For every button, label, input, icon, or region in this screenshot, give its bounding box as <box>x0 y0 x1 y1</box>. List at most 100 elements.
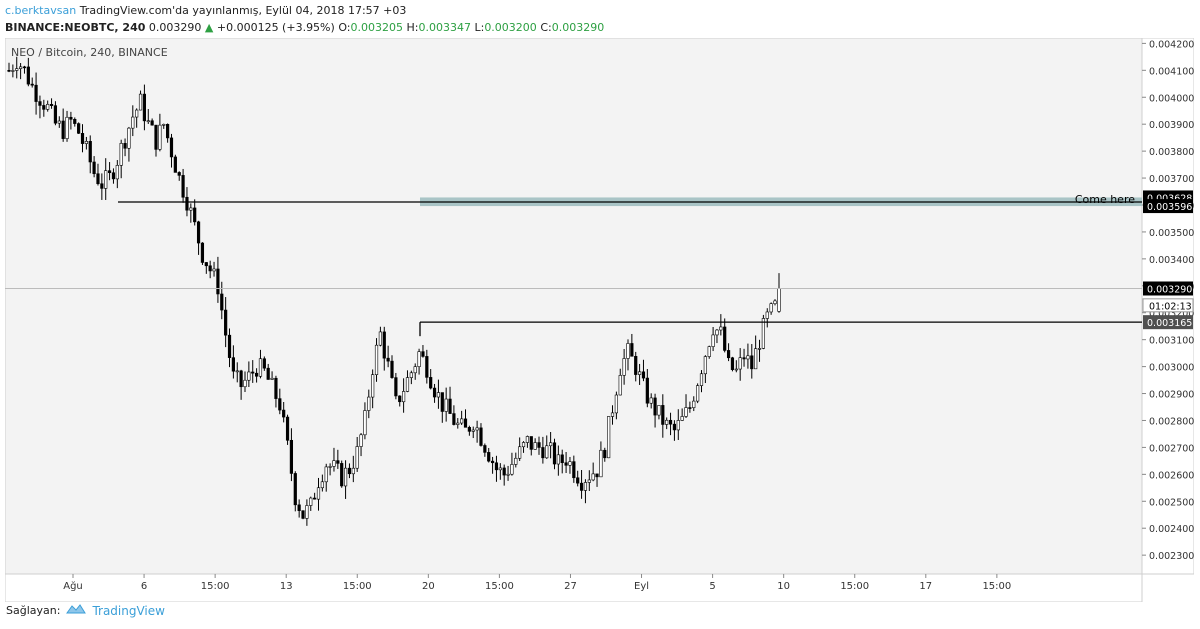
candle-body <box>564 462 568 466</box>
candle-body <box>726 350 731 359</box>
candle-body <box>610 412 615 417</box>
candle-body <box>26 66 30 85</box>
candle-body <box>684 407 688 417</box>
candle-body <box>196 221 201 244</box>
tradingview-brand-link[interactable]: TradingView <box>92 603 165 618</box>
candle-body <box>185 196 189 211</box>
lines-layer <box>5 201 1142 337</box>
candle-body <box>293 473 297 506</box>
candle-body <box>150 120 154 126</box>
candle-body <box>138 93 143 111</box>
candle-body <box>734 368 738 371</box>
zone-bottom-tag-label: 0.003596 <box>1147 202 1192 213</box>
candle-body <box>289 439 294 474</box>
candle-body <box>537 442 541 448</box>
candle-body <box>270 377 274 380</box>
candle-body <box>80 133 85 144</box>
candle-body <box>576 477 580 484</box>
candle-body <box>123 143 127 149</box>
author-link[interactable]: c.berktavsan <box>5 4 77 17</box>
candle-body <box>432 387 437 398</box>
chart-svg[interactable]: NEO / Bitcoin, 240, BINANCE 0.004200 0.00… <box>4 37 1195 603</box>
candle-body <box>224 309 228 336</box>
publish-info: c.berktavsan TradingView.com'da yayınlan… <box>5 4 406 17</box>
y-tick-label: 0.003500 <box>1149 228 1194 239</box>
candle-body <box>715 329 719 336</box>
chart-container[interactable]: NEO / Bitcoin, 240, BINANCE 0.004200 0.00… <box>4 37 1195 603</box>
resistance-tag <box>1143 315 1193 330</box>
candle-body <box>556 454 560 465</box>
last-price-tag <box>1143 281 1193 296</box>
annotation-come-here: Come here <box>1075 193 1135 206</box>
candle-body <box>42 105 46 110</box>
candle-body <box>583 482 588 491</box>
candle-body <box>251 371 255 374</box>
candle-body <box>719 326 723 331</box>
candle-body <box>107 170 112 174</box>
candle-body <box>212 268 216 272</box>
candle-body <box>181 175 185 198</box>
candle-body <box>19 66 23 69</box>
candle-body <box>703 356 707 375</box>
x-tick-label: 5 <box>709 581 715 592</box>
x-tick-label: 10 <box>777 581 790 592</box>
candle-body <box>189 207 193 211</box>
candle-body <box>254 372 259 377</box>
candle-body <box>730 357 735 370</box>
candle-body <box>320 481 324 489</box>
candle-body <box>316 487 321 500</box>
candle-body <box>216 268 220 295</box>
x-tick-label: 6 <box>141 581 147 592</box>
x-tick-label: 15:00 <box>343 581 372 592</box>
candle-body <box>750 355 754 370</box>
candle-body <box>119 143 123 166</box>
x-tick-label: 15:00 <box>982 581 1011 592</box>
candle-body <box>688 407 692 409</box>
candle-body <box>661 405 665 425</box>
x-tick-label: 15:00 <box>485 581 514 592</box>
chart-legend: NEO / Bitcoin, 240, BINANCE <box>11 46 168 59</box>
candle-body <box>65 116 69 139</box>
candle-body <box>46 104 50 110</box>
candle-body <box>49 104 54 106</box>
plot-area[interactable] <box>4 37 1143 575</box>
candle-body <box>533 442 537 450</box>
time-axis[interactable] <box>4 573 1143 603</box>
candle-body <box>297 504 301 511</box>
countdown-box <box>1142 298 1194 313</box>
candle-body-last <box>777 288 781 312</box>
candle-body <box>665 419 669 425</box>
candle-body <box>765 311 769 319</box>
footer: Sağlayan: TradingView <box>6 603 165 618</box>
candle-body <box>742 357 746 360</box>
candle-body <box>30 83 34 86</box>
candle-body <box>773 300 777 305</box>
candle-body <box>506 473 510 476</box>
candle-body <box>96 173 100 185</box>
y-tick-label: 0.003900 <box>1149 120 1194 131</box>
candle-body <box>444 398 448 412</box>
candle-body <box>204 262 208 267</box>
y-tick-label: 0.004100 <box>1149 66 1194 77</box>
candle-body <box>769 303 773 313</box>
y-tick-label: 0.003000 <box>1149 363 1194 374</box>
candle-body <box>614 394 618 414</box>
candle-body <box>672 423 677 431</box>
candle-body <box>676 420 680 431</box>
candle-body <box>227 334 232 358</box>
candle-body <box>552 442 557 465</box>
candle-body <box>313 497 317 500</box>
candle-body <box>274 377 278 399</box>
x-tick-label: 20 <box>422 581 435 592</box>
candle-body <box>285 416 290 441</box>
candle-body <box>278 398 282 411</box>
candle-body <box>413 366 417 374</box>
candle-body <box>637 371 642 375</box>
candle-body <box>626 343 630 359</box>
candle-body <box>135 109 139 118</box>
candle-body <box>463 418 468 428</box>
candle-body <box>429 377 433 389</box>
candle-body <box>456 422 460 425</box>
high-value: 0.003347 <box>418 21 471 34</box>
y-tick-label: 0.003100 <box>1149 336 1194 347</box>
